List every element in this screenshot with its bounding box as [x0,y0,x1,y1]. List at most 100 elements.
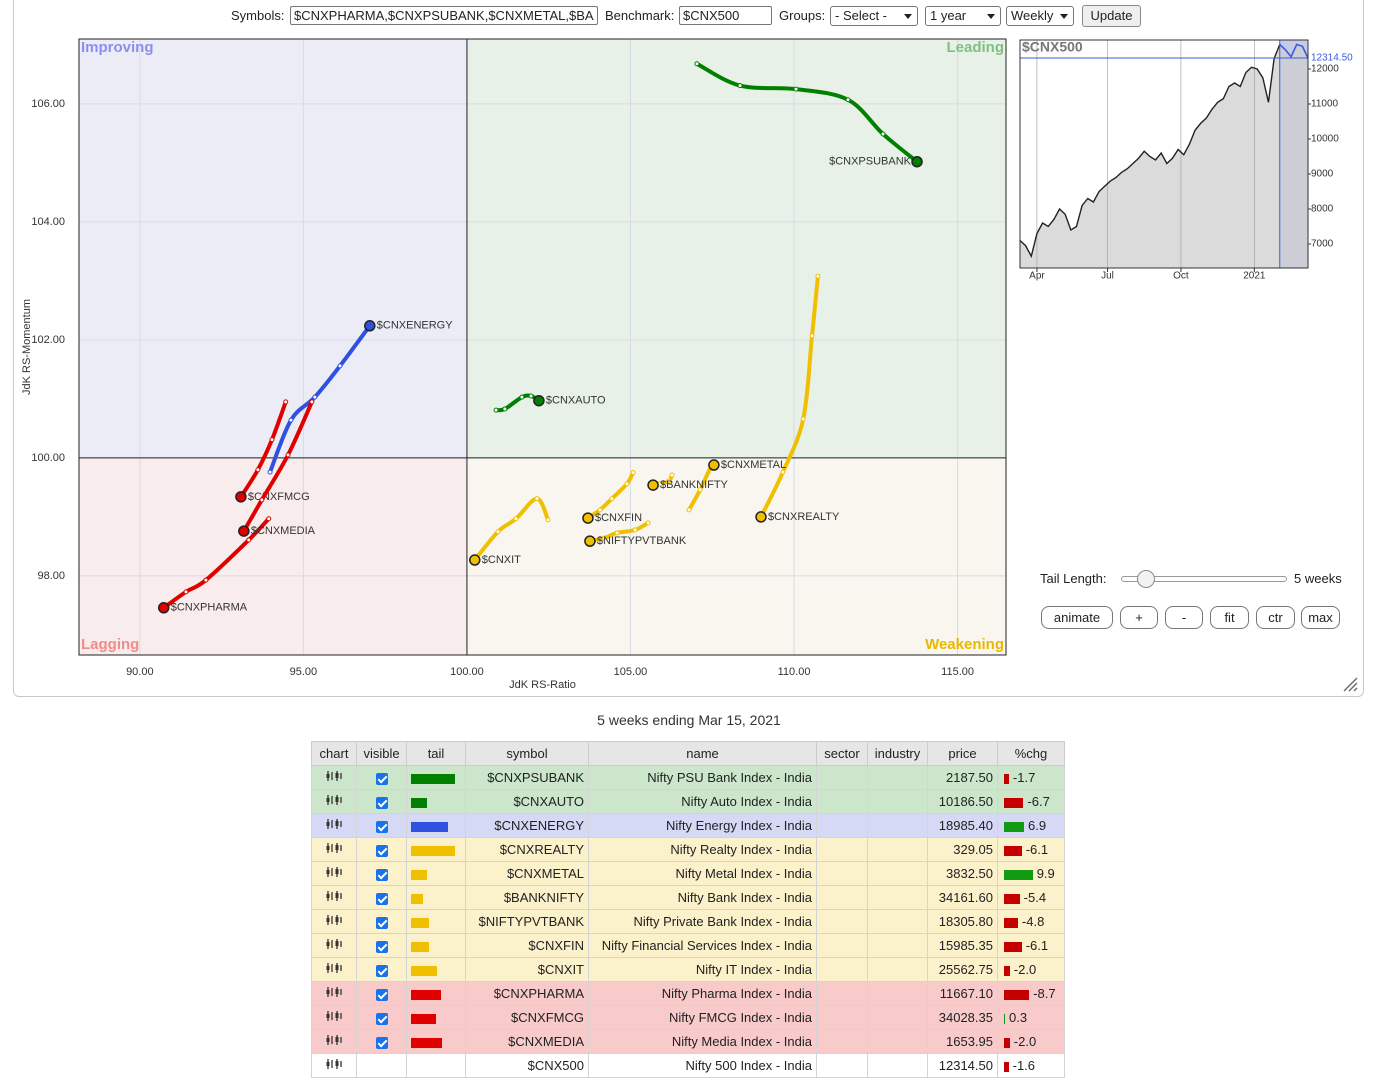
price-cell: 15985.35 [927,933,998,958]
quadrant-lagging [79,457,467,655]
tail-point [337,363,343,369]
symbol-cell: $CNX500 [465,1053,589,1078]
control-button[interactable]: + [1120,606,1158,629]
tail-point [255,467,261,473]
control-button[interactable]: fit [1210,606,1249,629]
chart-icon[interactable] [325,1034,343,1046]
control-button[interactable]: ctr [1256,606,1295,629]
head-point[interactable] [533,394,545,407]
y-tick-label: 106.00 [31,98,65,110]
chart-icon[interactable] [325,1058,343,1070]
period-select[interactable]: 1 year [925,6,1001,26]
head-point[interactable] [755,511,767,523]
chart-icon[interactable] [325,986,343,998]
visible-checkbox[interactable] [375,964,388,977]
symbol-cell: $CNXMETAL [465,861,589,886]
visible-checkbox[interactable] [375,988,388,1001]
visible-checkbox[interactable] [375,772,388,785]
benchmark-input[interactable]: $CNX500 [679,6,772,25]
chg-value: 6.9 [1028,818,1047,833]
rrg-panel [13,0,1364,697]
head-point[interactable] [157,602,170,614]
symbol-cell: $CNXREALTY [465,837,589,862]
chart-icon[interactable] [325,914,343,926]
column-header[interactable]: visible [356,741,407,766]
visible-checkbox[interactable] [375,940,388,953]
column-header[interactable]: chart [311,741,357,766]
industry-cell [867,837,928,862]
head-point[interactable] [238,525,250,537]
visible-checkbox[interactable] [375,1012,388,1025]
head-point[interactable] [584,535,596,547]
chg-bar [1004,893,1020,904]
visible-checkbox[interactable] [375,868,388,881]
head-point[interactable] [469,554,481,566]
chart-icon[interactable] [325,866,343,878]
head-point[interactable] [364,320,376,332]
chart-icon[interactable] [325,962,343,974]
tail-point [669,472,675,478]
benchmark-line [1019,44,1281,259]
visible-checkbox[interactable] [375,820,388,833]
series-label: $CNXMETAL [721,459,786,471]
tail-point [780,469,786,475]
tail-point [601,535,607,541]
column-header[interactable]: %chg [997,741,1065,766]
visible-checkbox[interactable] [375,1036,388,1049]
symbols-input[interactable]: $CNXPHARMA,$CNXPSUBANK,$CNXMETAL,$BA [290,6,598,25]
price-cell: 3832.50 [927,861,998,886]
head-point[interactable] [708,459,720,471]
chart-icon[interactable] [325,770,343,782]
chart-icon[interactable] [325,818,343,830]
benchmark-area [1020,44,1308,269]
column-header[interactable]: name [588,741,817,766]
visible-checkbox[interactable] [375,892,388,905]
table-row: $CNXMEDIA Nifty Media Index - India 1653.9… [311,1029,1065,1054]
control-button[interactable]: max [1301,606,1340,629]
sector-cell [816,981,868,1006]
control-button[interactable]: - [1165,606,1203,629]
chart-icon[interactable] [325,938,343,950]
column-header[interactable]: tail [406,741,466,766]
resize-handle[interactable] [1343,677,1358,692]
column-header[interactable]: industry [867,741,928,766]
control-button[interactable]: animate [1041,606,1113,629]
head-point[interactable] [235,491,247,503]
visible-cell [356,933,407,958]
tail-slider[interactable] [1121,576,1287,582]
quadrant-label: Weakening [925,636,1004,653]
industry-cell [867,813,928,838]
name-cell: Nifty Realty Index - India [588,837,817,862]
chart-icon[interactable] [325,1010,343,1022]
tail-bar [411,773,455,784]
head-point[interactable] [582,512,594,524]
chart-icon[interactable] [325,890,343,902]
chg-bar [1004,773,1009,784]
tail-cell [406,1029,466,1054]
visible-checkbox[interactable] [375,916,388,929]
visible-checkbox[interactable] [375,844,388,857]
chart-icon[interactable] [325,842,343,854]
tail-cell [406,957,466,982]
column-header[interactable]: price [927,741,998,766]
table-row: $CNXENERGY Nifty Energy Index - India 1898… [311,813,1065,838]
column-header[interactable]: sector [816,741,868,766]
symbol-cell: $CNXPSUBANK [465,765,589,790]
chart-icon[interactable] [325,794,343,806]
chart-cell [311,957,357,982]
head-point[interactable] [647,479,659,491]
visible-checkbox[interactable] [375,796,388,809]
tail-slider-knob[interactable] [1137,570,1155,588]
tail-bar [411,965,437,976]
chg-cell: -6.1 [997,837,1065,862]
column-header[interactable]: symbol [465,741,589,766]
head-point[interactable] [911,155,923,168]
sector-cell [816,885,868,910]
tail-point [632,527,638,533]
series-label: $CNXIT [482,554,521,566]
update-button[interactable]: Update [1082,5,1141,27]
sector-cell [816,957,868,982]
interval-select[interactable]: Weekly [1006,6,1074,26]
groups-select[interactable]: - Select - [830,6,918,26]
x-tick-label: 110.00 [778,666,811,678]
